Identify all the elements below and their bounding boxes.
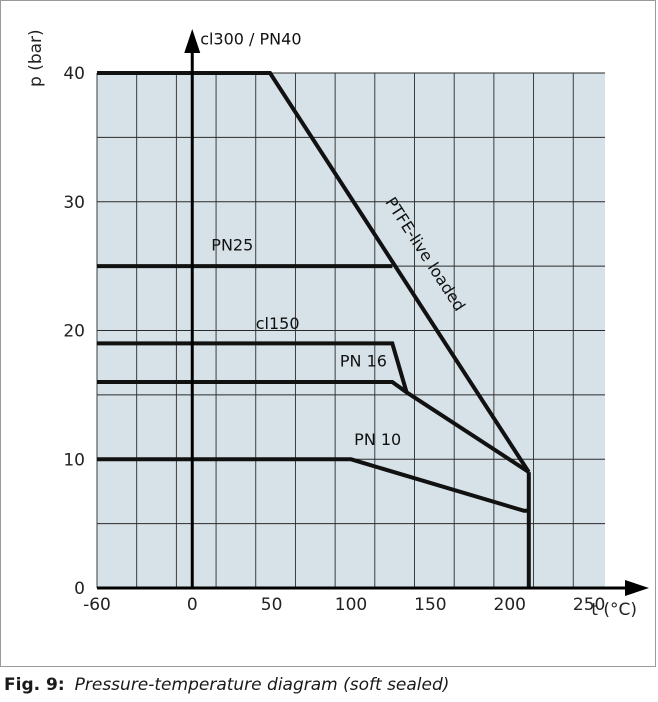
x-tick-label: 0 bbox=[187, 595, 198, 615]
y-tick-label: 40 bbox=[63, 64, 85, 84]
x-tick-label: 200 bbox=[494, 595, 526, 615]
x-tick-label: -60 bbox=[83, 595, 111, 615]
series-line-cl150 bbox=[97, 341, 409, 393]
y-tick-label: 0 bbox=[74, 579, 85, 599]
caption-label: Fig. 9: bbox=[4, 675, 65, 695]
series-line-cl300-pn40 bbox=[97, 71, 531, 474]
x-tick-label: 150 bbox=[414, 595, 446, 615]
x-tick-label: 100 bbox=[335, 595, 367, 615]
annotation-pn25: PN25 bbox=[211, 236, 253, 255]
annotation-cl150: cl150 bbox=[256, 314, 300, 333]
y-axis-arrow bbox=[184, 29, 201, 53]
y-tick-label: 10 bbox=[63, 450, 85, 470]
y-tick-label: 30 bbox=[63, 193, 85, 213]
x-tick-label: 50 bbox=[261, 595, 283, 615]
x-axis-label: t (°C) bbox=[591, 600, 637, 620]
annotation-cl300-pn40: cl300 / PN40 bbox=[200, 30, 301, 49]
series-line-pn-16 bbox=[97, 380, 530, 474]
y-axis-label: p (bar) bbox=[26, 29, 46, 87]
figure-frame: -60 0 50 100 150 200 250 0 10 20 30 40 cl300 / PN40… bbox=[0, 0, 656, 667]
figure-caption: Fig. 9: Pressure-temperature diagram (sof… bbox=[4, 675, 449, 695]
x-tick-label: 250 bbox=[573, 595, 605, 615]
annotation-pn-16: PN 16 bbox=[340, 352, 387, 371]
annotation-pn-10: PN 10 bbox=[354, 430, 401, 449]
x-axis-arrow bbox=[625, 580, 649, 596]
series-line-pn-10 bbox=[97, 457, 529, 513]
caption-text: Pressure-temperature diagram (soft seale… bbox=[74, 675, 450, 695]
y-tick-label: 20 bbox=[63, 322, 85, 342]
